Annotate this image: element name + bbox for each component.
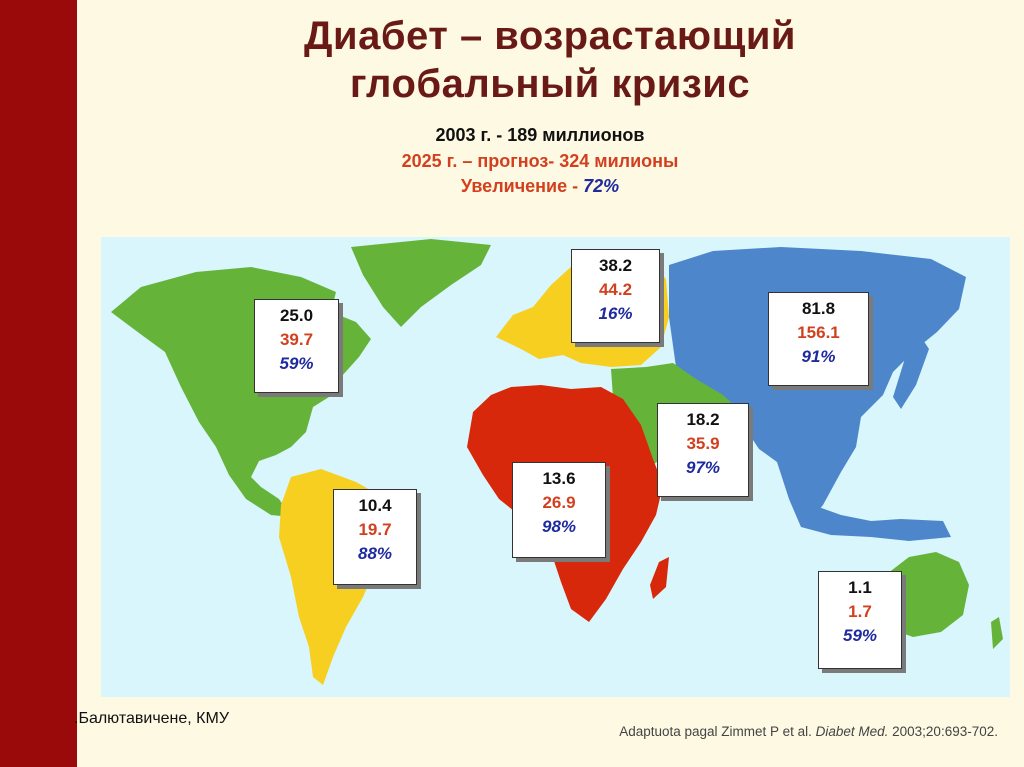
- madagascar: [650, 557, 669, 599]
- increase-percent: 59%: [842, 626, 878, 645]
- region-box-europe: 38.2 44.2 16%: [571, 249, 660, 343]
- value-2003: 25.0: [279, 306, 314, 325]
- summary-increase: Увеличение - 72%: [300, 175, 780, 197]
- region-box-asia: 81.8 156.1 91%: [768, 292, 869, 386]
- citation-prefix: Adaptuota pagal Zimmet P et al.: [619, 724, 816, 739]
- value-2025: 35.9: [686, 434, 720, 453]
- summary-increase-label: Увеличение -: [460, 176, 584, 196]
- increase-percent: 97%: [685, 458, 721, 477]
- author-credit: .Балютавичене, КМУ: [74, 710, 229, 727]
- value-2025: 19.7: [358, 520, 392, 539]
- summary-2003: 2003 г. - 189 миллионов: [435, 125, 645, 145]
- title-line-2: глобальный кризис: [349, 62, 751, 106]
- value-2003: 10.4: [358, 496, 392, 515]
- value-2003: 81.8: [801, 299, 836, 318]
- increase-percent: 98%: [541, 517, 577, 536]
- increase-percent: 91%: [801, 347, 836, 366]
- region-box-africa: 13.6 26.9 98%: [512, 462, 606, 558]
- japan: [893, 337, 929, 409]
- region-box-oceania: 1.1 1.7 59%: [818, 571, 902, 669]
- value-2025: 26.9: [542, 493, 576, 512]
- value-2025: 44.2: [598, 280, 633, 299]
- increase-percent: 88%: [357, 544, 393, 563]
- value-2003: 1.1: [848, 578, 872, 597]
- side-bar: [0, 0, 77, 767]
- region-box-north-america: 25.0 39.7 59%: [254, 299, 339, 393]
- greenland: [351, 239, 491, 327]
- value-2003: 13.6: [542, 469, 576, 488]
- value-2025: 39.7: [279, 330, 314, 349]
- new-zealand: [991, 617, 1003, 649]
- title-line-1: Диабет – возрастающий: [303, 14, 797, 58]
- indonesia: [789, 499, 951, 541]
- source-citation: Adaptuota pagal Zimmet P et al. Diabet M…: [619, 724, 998, 739]
- value-2025: 1.7: [848, 602, 872, 621]
- region-box-middle-east: 18.2 35.9 97%: [657, 403, 749, 497]
- summary-2025: 2025 г. – прогноз- 324 милионы: [401, 151, 679, 171]
- value-2003: 18.2: [686, 410, 720, 429]
- value-2003: 38.2: [598, 256, 633, 275]
- increase-percent: 16%: [598, 304, 633, 323]
- increase-percent: 59%: [279, 354, 314, 373]
- summary-increase-value: 72%: [583, 176, 620, 196]
- citation-suffix: 2003;20:693-702.: [888, 724, 998, 739]
- region-box-south-america: 10.4 19.7 88%: [333, 489, 417, 585]
- value-2025: 156.1: [797, 323, 840, 342]
- citation-journal: Diabet Med.: [815, 724, 889, 739]
